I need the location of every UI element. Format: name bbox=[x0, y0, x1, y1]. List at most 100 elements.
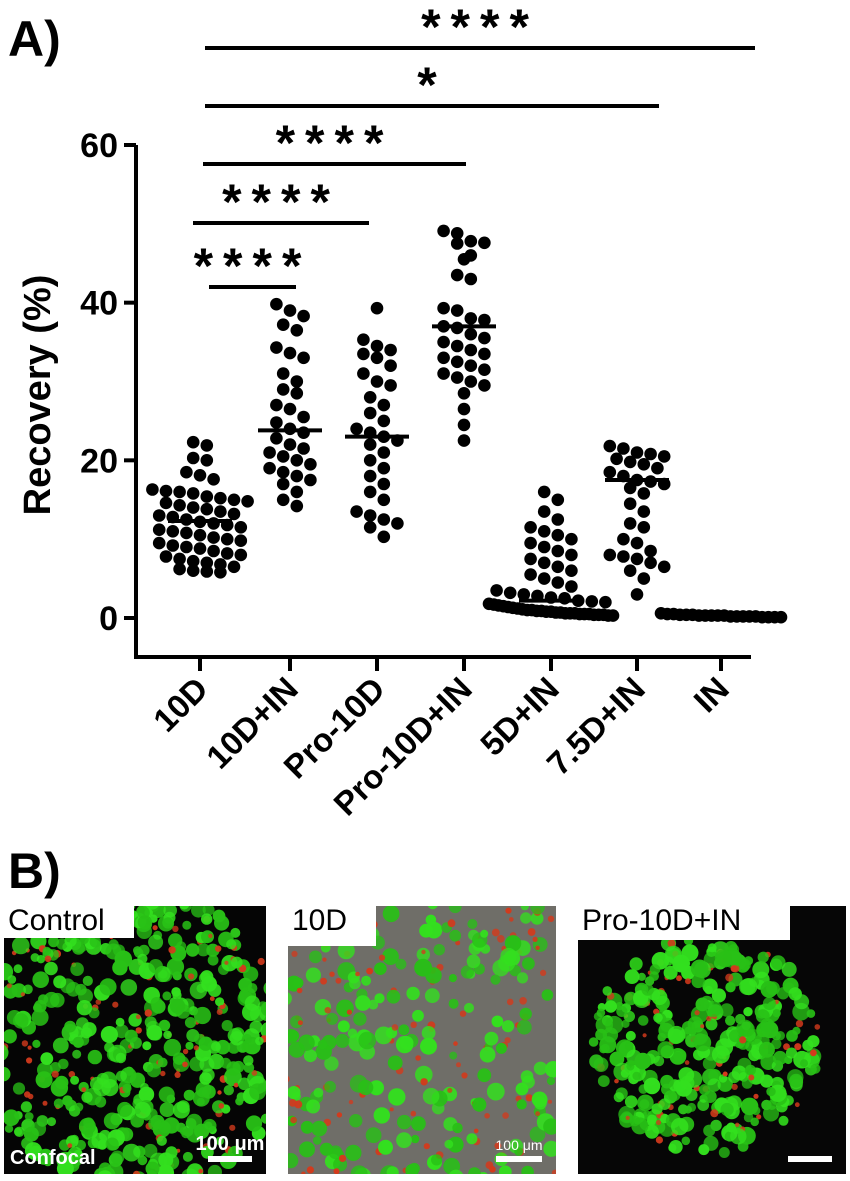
data-point bbox=[166, 525, 180, 538]
micrograph-title-box bbox=[288, 900, 376, 946]
data-point bbox=[363, 391, 377, 404]
data-point bbox=[524, 552, 537, 566]
data-point bbox=[207, 531, 220, 544]
data-point bbox=[464, 343, 478, 357]
data-point bbox=[276, 318, 290, 332]
data-point bbox=[173, 562, 186, 576]
data-point bbox=[457, 402, 471, 416]
data-point bbox=[384, 343, 397, 357]
data-point bbox=[457, 252, 471, 266]
data-point bbox=[437, 367, 450, 380]
data-point bbox=[464, 234, 478, 248]
data-point bbox=[377, 530, 391, 544]
data-point bbox=[180, 526, 193, 540]
data-point bbox=[200, 565, 214, 578]
data-point bbox=[166, 539, 180, 552]
data-point bbox=[537, 525, 551, 538]
data-point bbox=[478, 236, 491, 250]
microscopy-images: Control Confocal 100 μm 10D 100 μm Pro-10D+IN bbox=[4, 900, 846, 1174]
data-point bbox=[565, 580, 578, 593]
data-point bbox=[276, 493, 290, 507]
data-point bbox=[603, 465, 617, 479]
data-point bbox=[464, 375, 478, 388]
axes: 0 20 40 60 bbox=[80, 127, 751, 659]
data-point bbox=[290, 387, 304, 400]
data-point bbox=[524, 521, 537, 534]
data-point bbox=[637, 572, 651, 585]
data-point bbox=[524, 536, 537, 550]
data-point bbox=[363, 521, 377, 534]
data-point bbox=[537, 556, 551, 570]
data-point bbox=[630, 588, 644, 601]
data-point bbox=[370, 375, 384, 388]
data-point bbox=[263, 461, 276, 475]
significance-label: * bbox=[417, 57, 446, 113]
data-point bbox=[537, 505, 551, 518]
data-point bbox=[234, 548, 248, 562]
data-point bbox=[606, 609, 620, 622]
data-point bbox=[146, 483, 159, 496]
data-point bbox=[774, 610, 788, 624]
data-point bbox=[551, 544, 565, 558]
data-point bbox=[363, 469, 377, 483]
data-point bbox=[450, 371, 464, 384]
data-point bbox=[384, 359, 397, 373]
data-point bbox=[558, 592, 571, 605]
data-point bbox=[276, 450, 290, 463]
data-point bbox=[270, 432, 283, 445]
data-point bbox=[617, 442, 630, 455]
data-point bbox=[186, 487, 200, 500]
data-point bbox=[644, 447, 657, 461]
data-point bbox=[200, 502, 214, 516]
data-point bbox=[227, 493, 241, 507]
data-point bbox=[193, 542, 207, 555]
data-point bbox=[207, 517, 220, 530]
data-point bbox=[377, 398, 391, 412]
data-point bbox=[610, 452, 623, 466]
data-point bbox=[537, 540, 551, 554]
imaging-mode-label: Confocal bbox=[10, 1147, 96, 1169]
data-point bbox=[193, 528, 207, 542]
data-point bbox=[304, 473, 317, 487]
data-point bbox=[241, 495, 254, 508]
data-point bbox=[464, 272, 478, 286]
data-point bbox=[276, 477, 290, 491]
data-point bbox=[283, 402, 297, 416]
data-point bbox=[152, 523, 166, 536]
data-point bbox=[603, 439, 617, 453]
data-point bbox=[297, 410, 310, 424]
micrograph-title: Control bbox=[8, 904, 105, 937]
y-tick-label: 40 bbox=[80, 285, 118, 323]
data-point bbox=[290, 485, 304, 499]
data-point bbox=[263, 446, 276, 459]
data-point bbox=[617, 532, 630, 546]
cell-texture bbox=[588, 935, 822, 1158]
data-point bbox=[551, 560, 565, 574]
data-point bbox=[537, 572, 551, 585]
data-point bbox=[159, 550, 173, 563]
data-point bbox=[290, 454, 304, 467]
mean-lines bbox=[168, 324, 753, 618]
data-point bbox=[377, 493, 391, 507]
data-point bbox=[630, 446, 644, 459]
data-point bbox=[152, 509, 166, 522]
data-point bbox=[637, 521, 651, 534]
data-point bbox=[297, 309, 310, 323]
panel-a-label: A) bbox=[8, 11, 61, 67]
y-tick-label: 20 bbox=[80, 442, 118, 480]
data-point bbox=[478, 347, 491, 361]
data-point bbox=[644, 556, 657, 570]
significance-brackets: ***************** bbox=[193, 0, 755, 294]
data-point bbox=[200, 490, 214, 503]
data-point bbox=[357, 367, 370, 380]
data-point bbox=[637, 505, 651, 518]
data-point bbox=[173, 552, 186, 566]
scale-bar-label: 100 μm bbox=[196, 1133, 265, 1155]
y-tick-label: 60 bbox=[80, 127, 118, 165]
scale-bar bbox=[788, 1156, 832, 1162]
data-point bbox=[657, 560, 671, 574]
data-point bbox=[173, 485, 186, 499]
data-point bbox=[377, 477, 391, 491]
data-point bbox=[450, 339, 464, 353]
